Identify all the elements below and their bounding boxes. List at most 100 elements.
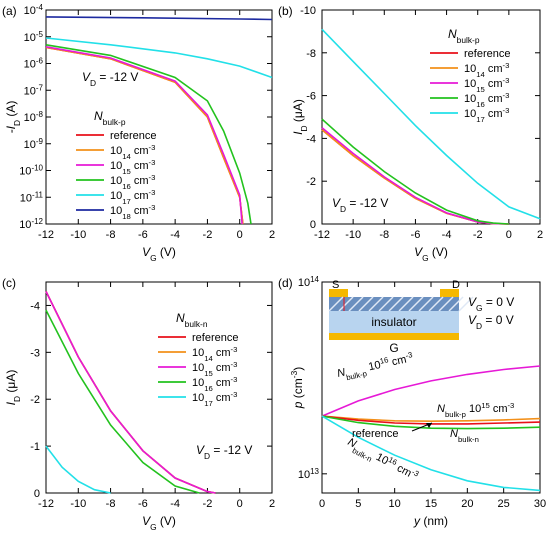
panel-label: (b) xyxy=(278,4,293,18)
y-tick-label: 10-9 xyxy=(24,136,44,151)
y-axis-label-part: -I xyxy=(4,125,18,133)
bias-annotation-part: D xyxy=(204,451,210,461)
legend-entry: 1017 cm-3 xyxy=(110,188,155,206)
legend-entry-part: cm xyxy=(131,160,149,172)
inset-bias-1-part: = 0 V xyxy=(482,313,514,327)
inset-bias-1-part: D xyxy=(476,321,482,331)
channel-hatch xyxy=(368,296,384,312)
x-axis-label-part: G xyxy=(422,253,429,263)
y-tick-label-base: 10 xyxy=(24,85,36,97)
bias-annotation-part: D xyxy=(340,204,346,214)
source-contact xyxy=(329,289,348,297)
gate-contact xyxy=(329,333,459,340)
y-axis-label-part: I xyxy=(4,401,18,405)
y-tick-label: -4 xyxy=(306,133,316,145)
y-tick-label-exp: -11 xyxy=(32,190,44,199)
channel-hatch xyxy=(448,296,464,312)
legend-entry-part: 15 xyxy=(476,85,485,94)
x-tick-label: 0 xyxy=(506,229,512,241)
bias-annotation-part: V xyxy=(196,443,205,457)
y-axis-label: ID (μA) xyxy=(291,99,309,135)
curve-label-0-part: -3 xyxy=(405,350,414,360)
legend-entry: 1016 cm-3 xyxy=(192,375,237,393)
y-tick-label-exp: -6 xyxy=(36,56,44,65)
y-tick-label: 10-7 xyxy=(24,83,44,98)
y-tick-label: 0 xyxy=(310,219,316,231)
legend-entry-part: 10 xyxy=(192,362,204,374)
series-line-1 xyxy=(321,415,541,423)
x-tick-label: 2 xyxy=(269,498,275,510)
series-line-3 xyxy=(45,309,200,494)
x-tick-label: 10 xyxy=(389,498,401,510)
x-axis-label: VG (V) xyxy=(142,514,176,532)
legend-entry-part: 15 xyxy=(204,369,213,378)
x-tick-label: -12 xyxy=(38,498,54,510)
y-axis-label: -ID (A) xyxy=(4,101,22,134)
bias-annotation: VD = -12 V xyxy=(196,443,252,461)
legend-entry-part: 10 xyxy=(110,190,122,202)
legend-entry-part: -3 xyxy=(503,61,510,70)
series-line-4 xyxy=(321,415,541,492)
bias-annotation-part: = -12 V xyxy=(210,443,252,457)
y-axis-label-part: ) xyxy=(291,367,305,371)
y-axis-label-part: D xyxy=(12,396,22,402)
series-line-3 xyxy=(45,44,252,225)
legend-entry-part: 18 xyxy=(122,212,131,221)
y-tick-label-base: 10 xyxy=(19,166,31,178)
channel-hatch xyxy=(458,296,474,312)
legend-title-part: bulk-p xyxy=(457,35,480,45)
legend-entry-part: 10 xyxy=(110,160,122,172)
y-axis-label-part: (A) xyxy=(4,101,18,120)
x-axis-label-part: (V) xyxy=(157,514,176,528)
legend-entry: reference xyxy=(192,332,238,344)
x-tick-label: -10 xyxy=(70,229,86,241)
legend-entry-part: 10 xyxy=(110,205,122,217)
y-axis-label-part: I xyxy=(291,131,305,135)
y-axis-label-part: (μA) xyxy=(4,370,18,396)
curve-label-group: Nbulk-p 1015 cm-3 xyxy=(437,401,514,419)
x-tick-label: -6 xyxy=(138,229,148,241)
x-tick-label: -2 xyxy=(473,229,483,241)
legend-entry-part: reference xyxy=(110,130,156,142)
legend-entry: 1014 cm-3 xyxy=(464,61,509,79)
channel-hatch xyxy=(348,296,364,312)
legend-entry-part: cm xyxy=(131,175,149,187)
curve-label-3: Nbulk-n xyxy=(450,428,479,444)
x-axis-label: VG (V) xyxy=(142,245,176,263)
x-tick-label: -12 xyxy=(314,229,330,241)
curve-label-group: Nbulk-n 1016 cm-3 xyxy=(346,436,421,480)
curve-label-4-part: 16 xyxy=(387,455,399,467)
legend-title-part: N xyxy=(448,27,457,41)
x-tick-label: 0 xyxy=(237,498,243,510)
x-axis-label-part: (nm) xyxy=(420,514,448,528)
legend-title: Nbulk-p xyxy=(94,109,126,127)
x-axis-label-part: V xyxy=(414,245,423,259)
curve-label-1-part: 15 xyxy=(481,401,490,410)
series-line-3 xyxy=(321,415,541,430)
inset-bias-1: VD = 0 V xyxy=(468,313,514,331)
legend-entry-part: 16 xyxy=(476,100,485,109)
legend-entry: 1018 cm-3 xyxy=(110,203,155,221)
panel-a: (a)-12 -10 -8 -6 -4 -2 0 210-410-510-610-710-81… xyxy=(2,3,275,264)
legend-entry: 1015 cm-3 xyxy=(110,158,155,176)
bias-annotation-part: V xyxy=(332,196,341,210)
channel-hatch xyxy=(398,296,414,312)
curve-label-3-part: bulk-n xyxy=(458,435,479,444)
y-tick-label: 10-4 xyxy=(24,3,44,18)
series-line-4 xyxy=(321,28,541,220)
x-tick-label: -4 xyxy=(170,498,180,510)
x-tick-label: 20 xyxy=(461,498,473,510)
series-line-2 xyxy=(45,46,243,225)
y-tick-label-base: 10 xyxy=(24,59,36,71)
y-axis-label-part: -3 xyxy=(289,370,299,378)
y-tick-label: -10 xyxy=(300,5,316,17)
y-tick-label-exp: 14 xyxy=(310,275,319,284)
legend-entry-part: cm xyxy=(485,78,503,90)
y-tick-label: 0 xyxy=(34,488,40,500)
legend-entry-part: 10 xyxy=(192,392,204,404)
x-tick-label: 0 xyxy=(237,229,243,241)
y-tick-label: 10-10 xyxy=(19,163,43,178)
legend-entry-part: cm xyxy=(131,190,149,202)
